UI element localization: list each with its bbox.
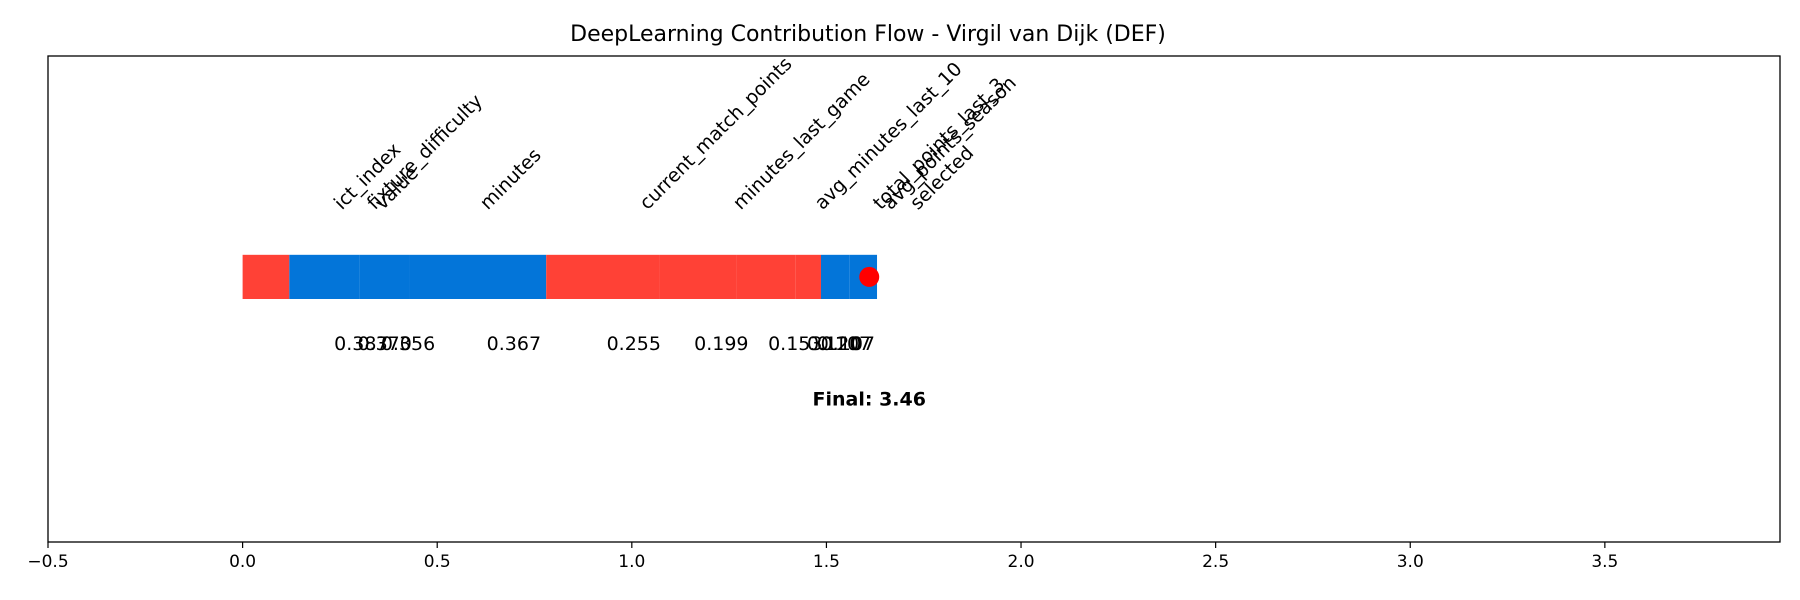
- bar-segment-fixture-difficulty: [289, 254, 360, 299]
- value-label: 0.387: [334, 333, 388, 355]
- bar-segment-value: [359, 254, 410, 299]
- value-label: 0.107: [821, 333, 875, 355]
- x-tick-label: 2.5: [1202, 552, 1229, 572]
- plot-frame: [47, 55, 1781, 543]
- feature-label: avg_points_season: [879, 72, 1021, 214]
- value-label: 0.153: [768, 333, 822, 355]
- bar-segment-current-match-points: [546, 254, 660, 299]
- value-label: 0.367: [487, 333, 541, 355]
- x-tick-label: −0.5: [27, 552, 68, 572]
- bar-segment-avg-minutes-last-10: [736, 254, 796, 299]
- bar-segment-minutes: [409, 254, 547, 299]
- x-tick-label: 0.0: [229, 552, 256, 572]
- x-tick-label: 3.0: [1397, 552, 1424, 572]
- final-marker: [859, 266, 880, 287]
- chart-title: DeepLearning Contribution Flow - Virgil …: [570, 22, 1166, 47]
- x-tick-label: 3.5: [1591, 552, 1618, 572]
- feature-label: minutes: [476, 144, 546, 214]
- x-tick-label: 0.5: [424, 552, 451, 572]
- value-label: 0.356: [381, 333, 435, 355]
- value-label: 0.255: [607, 333, 661, 355]
- x-tick-label: 2.0: [1008, 552, 1035, 572]
- value-label: 0.199: [694, 333, 748, 355]
- bar-segment-avg-points-season: [820, 254, 850, 299]
- x-axis: −0.5 0.0 0.5 1.0 1.5 2.0 2.5 3.0 3.5: [27, 542, 1618, 572]
- bar-segment-total-points-last-3: [795, 254, 821, 299]
- value-label: 0.107: [817, 333, 871, 355]
- x-tick-label: 1.5: [813, 552, 840, 572]
- final-value-label: Final: 3.46: [813, 388, 926, 410]
- value-label: 0.370: [357, 333, 411, 355]
- bar-segment-ict-index: [242, 254, 290, 299]
- feature-label: current_match_points: [635, 53, 796, 214]
- x-tick-label: 1.0: [618, 552, 645, 572]
- value-label: 0.120: [807, 333, 861, 355]
- bar-segment-minutes-last-game: [659, 254, 737, 299]
